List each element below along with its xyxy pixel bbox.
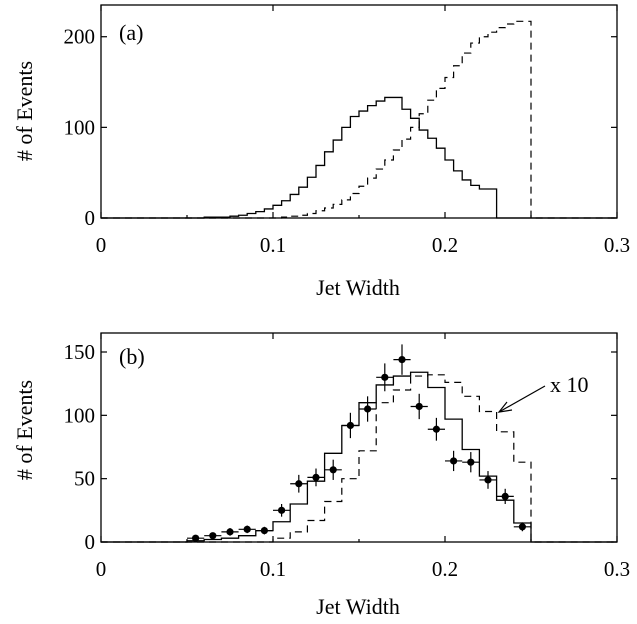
annotation-arrow-head — [497, 401, 513, 413]
panel-b-xtick-label: 0 — [96, 557, 107, 581]
data-point — [518, 523, 527, 531]
data-point — [467, 458, 475, 466]
panel-a: (a) Jet Width # of Events 0 0.1 0.2 0.3 0 100… — [12, 4, 630, 300]
panel-a-xtick-label: 0.2 — [432, 233, 458, 257]
panel-b: (b) Jet Width # of Events x 10 0 0.1 0.2 0.… — [12, 332, 630, 619]
data-point — [501, 492, 509, 500]
panel-b-ytick-label: 150 — [64, 340, 96, 364]
panel-b-xtick-label: 0.2 — [432, 557, 458, 581]
panel-b-ytick-label: 0 — [85, 530, 96, 554]
panel-b-histogram-solid — [101, 371, 617, 543]
panel-b-label: (b) — [119, 344, 145, 369]
data-point — [243, 525, 251, 533]
data-point — [329, 466, 337, 474]
data-point — [432, 425, 440, 433]
data-point — [398, 356, 406, 364]
panel-a-ytick-label: 200 — [64, 25, 96, 49]
panel-a-ytick-label: 100 — [64, 115, 96, 139]
data-point — [278, 506, 286, 514]
panel-a-ytick-label: 0 — [85, 206, 96, 230]
panel-b-histogram-dashed — [101, 374, 617, 543]
panel-b-xlabel: Jet Width — [316, 594, 400, 619]
data-point — [484, 476, 492, 484]
panel-b-frame — [100, 332, 618, 543]
annotation-x10: x 10 — [550, 372, 589, 397]
panel-a-xtick-label: 0.1 — [260, 233, 286, 257]
panel-b-xtick-label: 0.3 — [604, 557, 630, 581]
annotation-arrow-line — [498, 385, 546, 413]
data-point — [260, 527, 268, 535]
data-point — [295, 480, 303, 488]
panel-a-xtick-label: 0 — [96, 233, 107, 257]
data-point — [364, 405, 372, 413]
panel-b-ytick-label: 50 — [74, 467, 95, 491]
data-point — [209, 532, 217, 540]
data-point — [312, 473, 320, 481]
panel-a-histogram-solid — [101, 96, 617, 219]
data-point — [450, 457, 458, 465]
data-point — [346, 421, 354, 430]
data-point — [226, 528, 234, 536]
data-point — [415, 402, 423, 411]
panel-a-xlabel: Jet Width — [316, 275, 400, 300]
panel-b-xtick-label: 0.1 — [260, 557, 286, 581]
data-point — [381, 373, 389, 381]
panel-a-histogram-dashed — [101, 20, 617, 219]
panel-b-ytick-label: 100 — [64, 403, 96, 427]
panel-a-label: (a) — [119, 20, 143, 45]
panel-a-ylabel: # of Events — [12, 61, 37, 161]
panel-b-ylabel: # of Events — [12, 380, 37, 480]
data-point — [192, 534, 200, 542]
panel-a-xtick-label: 0.3 — [604, 233, 630, 257]
